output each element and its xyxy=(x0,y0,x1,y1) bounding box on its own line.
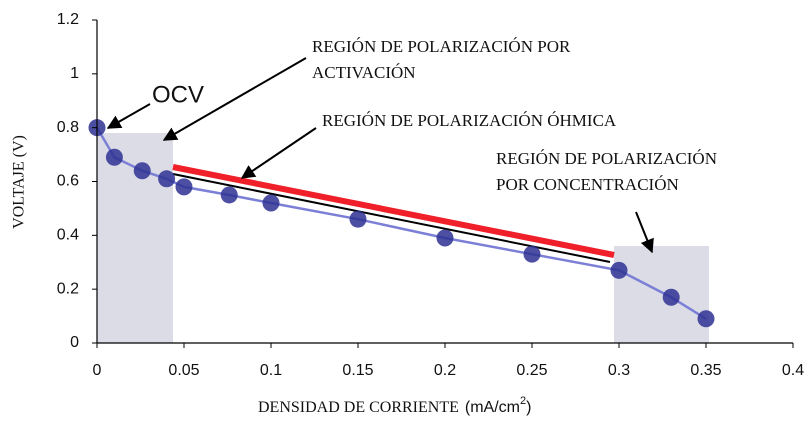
data-point xyxy=(175,178,193,196)
data-point xyxy=(133,162,151,180)
arrow xyxy=(106,103,151,129)
y-tick-label: 1.2 xyxy=(57,11,79,28)
data-point xyxy=(220,186,238,204)
fit-line xyxy=(172,173,611,263)
data-point xyxy=(436,229,454,247)
y-tick-label: 0.8 xyxy=(57,119,79,136)
x-tick-label: 0.25 xyxy=(516,362,547,379)
x-label-unit: (mA/cm xyxy=(465,399,520,416)
x-tick-label: 0.3 xyxy=(608,362,630,379)
annotation: POR CONCENTRACIÓN xyxy=(496,175,679,194)
x-label-close: ) xyxy=(526,399,531,416)
x-tick-label: 0.15 xyxy=(342,362,373,379)
y-tick-label: 1 xyxy=(70,65,79,82)
annotation: REGIÓN DE POLARIZACIÓN POR xyxy=(312,37,571,56)
x-axis-label: DENSIDAD DE CORRIENTE (mA/cm2) xyxy=(258,395,531,416)
arrow xyxy=(635,211,654,254)
annotation: ACTIVACIÓN xyxy=(312,63,416,82)
y-tick-label: 0.6 xyxy=(57,173,79,190)
x-tick-label: 0.2 xyxy=(434,362,456,379)
x-tick-label: 0.35 xyxy=(690,362,721,379)
y-tick-label: 0.2 xyxy=(57,280,79,297)
x-tick-label: 0.05 xyxy=(168,362,199,379)
y-axis-label: VOLTAJE (V) xyxy=(11,135,28,229)
x-tick-label: 0.4 xyxy=(782,362,804,379)
data-point xyxy=(610,261,628,279)
annotation: REGIÓN DE POLARIZACIÓN xyxy=(496,149,717,168)
data-point xyxy=(523,245,541,263)
activation-region xyxy=(97,133,173,343)
data-point xyxy=(697,310,715,328)
ocv-label: OCV xyxy=(152,81,204,108)
arrow xyxy=(240,127,317,179)
annotation: REGIÓN DE POLARIZACIÓN ÓHMICA xyxy=(322,111,617,130)
y-tick-label: 0 xyxy=(70,334,79,351)
y-tick-label: 0.4 xyxy=(57,227,79,244)
data-point xyxy=(349,210,367,228)
x-label-text: DENSIDAD DE CORRIENTE xyxy=(258,399,459,416)
data-point xyxy=(105,148,123,166)
data-point xyxy=(262,194,280,212)
arrow xyxy=(162,57,307,141)
x-tick-label: 0.1 xyxy=(260,362,282,379)
concentration-region xyxy=(614,246,709,343)
data-point xyxy=(662,288,680,306)
data-point xyxy=(158,170,176,188)
x-label-sup: 2 xyxy=(520,395,526,407)
ohmic-line xyxy=(172,164,615,258)
x-tick-label: 0 xyxy=(93,362,102,379)
